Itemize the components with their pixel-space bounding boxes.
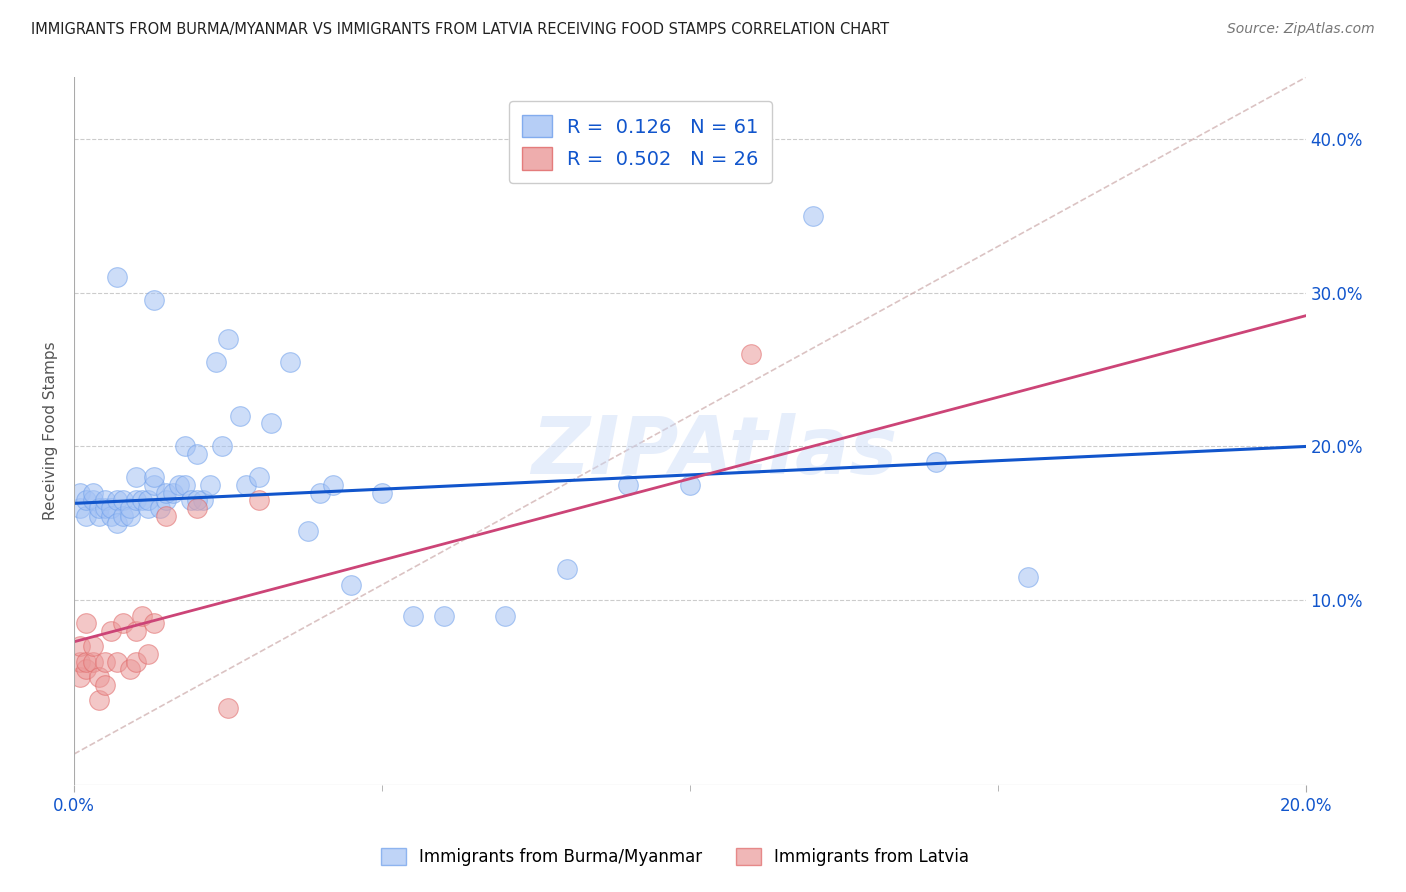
Point xyxy=(555,562,578,576)
Point xyxy=(82,485,104,500)
Point xyxy=(100,508,122,523)
Point xyxy=(167,478,190,492)
Point xyxy=(186,493,208,508)
Point xyxy=(69,670,91,684)
Point xyxy=(87,670,110,684)
Point xyxy=(617,478,640,492)
Text: IMMIGRANTS FROM BURMA/MYANMAR VS IMMIGRANTS FROM LATVIA RECEIVING FOOD STAMPS CO: IMMIGRANTS FROM BURMA/MYANMAR VS IMMIGRA… xyxy=(31,22,889,37)
Point xyxy=(155,485,177,500)
Point xyxy=(131,608,153,623)
Point xyxy=(149,500,172,515)
Point xyxy=(75,662,97,676)
Text: Source: ZipAtlas.com: Source: ZipAtlas.com xyxy=(1227,22,1375,37)
Point xyxy=(186,500,208,515)
Point xyxy=(136,647,159,661)
Point xyxy=(136,493,159,508)
Point xyxy=(100,500,122,515)
Point xyxy=(105,493,128,508)
Point xyxy=(143,293,166,308)
Point xyxy=(801,209,824,223)
Point xyxy=(371,485,394,500)
Point xyxy=(155,508,177,523)
Point xyxy=(235,478,257,492)
Point xyxy=(75,508,97,523)
Point xyxy=(69,640,91,654)
Point xyxy=(247,470,270,484)
Y-axis label: Receiving Food Stamps: Receiving Food Stamps xyxy=(44,342,58,520)
Point xyxy=(118,500,141,515)
Legend: R =  0.126   N = 61, R =  0.502   N = 26: R = 0.126 N = 61, R = 0.502 N = 26 xyxy=(509,102,772,183)
Point xyxy=(740,347,762,361)
Point xyxy=(82,640,104,654)
Point xyxy=(87,500,110,515)
Point xyxy=(204,355,226,369)
Point xyxy=(402,608,425,623)
Point xyxy=(124,470,146,484)
Point xyxy=(94,493,117,508)
Point xyxy=(340,578,363,592)
Point xyxy=(155,493,177,508)
Point xyxy=(94,678,117,692)
Point xyxy=(87,508,110,523)
Point xyxy=(143,478,166,492)
Point xyxy=(94,655,117,669)
Point xyxy=(211,440,233,454)
Point xyxy=(174,478,197,492)
Point xyxy=(105,516,128,531)
Point xyxy=(260,417,283,431)
Point xyxy=(162,485,184,500)
Point xyxy=(143,616,166,631)
Point xyxy=(75,616,97,631)
Point xyxy=(105,270,128,285)
Point xyxy=(432,608,454,623)
Point xyxy=(143,470,166,484)
Point xyxy=(193,493,215,508)
Text: ZIPAtlas: ZIPAtlas xyxy=(531,413,897,491)
Point xyxy=(136,500,159,515)
Point xyxy=(112,616,135,631)
Point xyxy=(180,493,202,508)
Point xyxy=(124,624,146,638)
Point xyxy=(118,662,141,676)
Point xyxy=(174,440,197,454)
Point xyxy=(229,409,252,423)
Point xyxy=(124,655,146,669)
Point xyxy=(925,455,948,469)
Point xyxy=(278,355,301,369)
Point xyxy=(247,493,270,508)
Point xyxy=(297,524,319,538)
Point xyxy=(75,655,97,669)
Point xyxy=(217,701,239,715)
Point xyxy=(217,332,239,346)
Point xyxy=(679,478,702,492)
Point xyxy=(494,608,516,623)
Point xyxy=(94,500,117,515)
Point xyxy=(100,624,122,638)
Point xyxy=(112,508,135,523)
Point xyxy=(186,447,208,461)
Point xyxy=(69,485,91,500)
Point xyxy=(82,493,104,508)
Point xyxy=(1017,570,1039,584)
Point xyxy=(69,655,91,669)
Point xyxy=(118,508,141,523)
Point xyxy=(87,693,110,707)
Point xyxy=(131,493,153,508)
Legend: Immigrants from Burma/Myanmar, Immigrants from Latvia: Immigrants from Burma/Myanmar, Immigrant… xyxy=(374,841,976,873)
Point xyxy=(309,485,332,500)
Point xyxy=(105,655,128,669)
Point xyxy=(322,478,344,492)
Point xyxy=(112,493,135,508)
Point xyxy=(198,478,221,492)
Point xyxy=(82,655,104,669)
Point xyxy=(69,500,91,515)
Point xyxy=(124,493,146,508)
Point xyxy=(75,493,97,508)
